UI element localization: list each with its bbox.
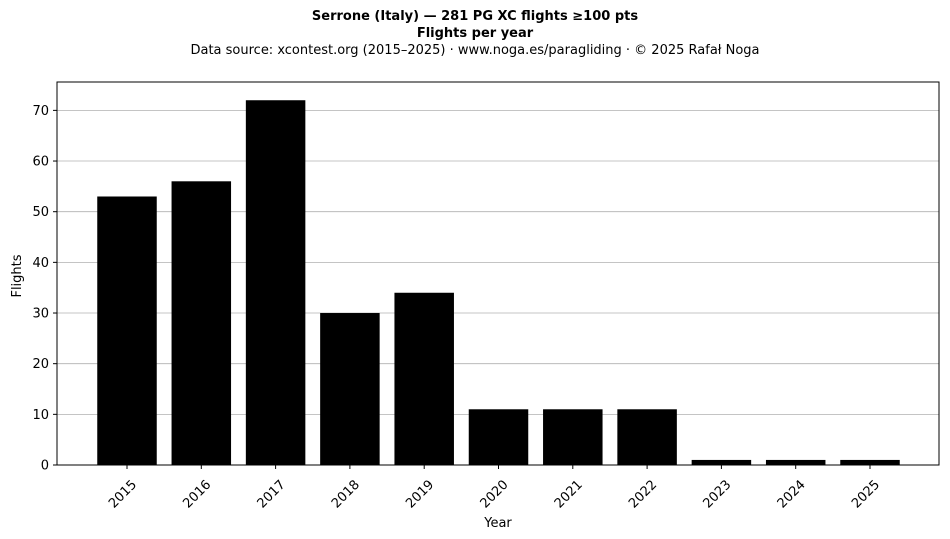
- chart-titles: Serrone (Italy) — 281 PG XC flights ≥100…: [0, 8, 950, 59]
- y-tick-label: 30: [32, 307, 49, 322]
- x-tick-label: 2015: [106, 477, 140, 511]
- x-axis: 2015 2016 2017 2018 2019 2020 2021 2022 2023 2024…: [106, 465, 883, 511]
- x-tick-label: 2017: [255, 477, 289, 511]
- bar-2019: [394, 292, 454, 465]
- y-tick-label: 0: [41, 459, 49, 474]
- x-tick-label: 2018: [329, 477, 363, 511]
- x-tick-label: 2023: [700, 477, 734, 511]
- x-tick-label: 2025: [849, 477, 883, 511]
- chart-source: Data source: xcontest.org (2015–2025) · …: [190, 43, 760, 58]
- bar-2023: [691, 459, 752, 465]
- y-tick-label: 60: [32, 155, 49, 170]
- x-tick-label: 2016: [180, 477, 214, 511]
- y-tick-label: 10: [32, 408, 49, 423]
- y-axis: 0 10 20 30 40 50 60 70: [32, 104, 57, 474]
- x-axis-label: Year: [483, 516, 512, 531]
- bar-2015: [97, 196, 157, 466]
- y-tick-label: 50: [32, 205, 49, 220]
- bar-2016: [171, 181, 232, 465]
- x-tick-label: 2021: [552, 477, 586, 511]
- chart-subtitle: Flights per year: [416, 26, 534, 41]
- y-tick-label: 70: [32, 104, 49, 119]
- bar-2025: [840, 459, 900, 465]
- y-axis-label: Flights: [10, 254, 25, 297]
- bar-2017: [245, 100, 306, 465]
- bar-2020: [468, 409, 529, 465]
- bar-2022: [617, 409, 677, 465]
- x-tick-label: 2024: [775, 477, 809, 511]
- x-tick-label: 2022: [626, 477, 660, 511]
- bar-2024: [765, 459, 826, 465]
- bar-2018: [320, 313, 380, 465]
- x-tick-label: 2019: [403, 477, 437, 511]
- bar-2021: [543, 409, 603, 465]
- y-tick-label: 40: [32, 256, 49, 271]
- bars: [97, 100, 900, 466]
- y-tick-label: 20: [32, 357, 49, 372]
- chart-title: Serrone (Italy) — 281 PG XC flights ≥100…: [311, 9, 639, 24]
- x-tick-label: 2020: [478, 477, 512, 511]
